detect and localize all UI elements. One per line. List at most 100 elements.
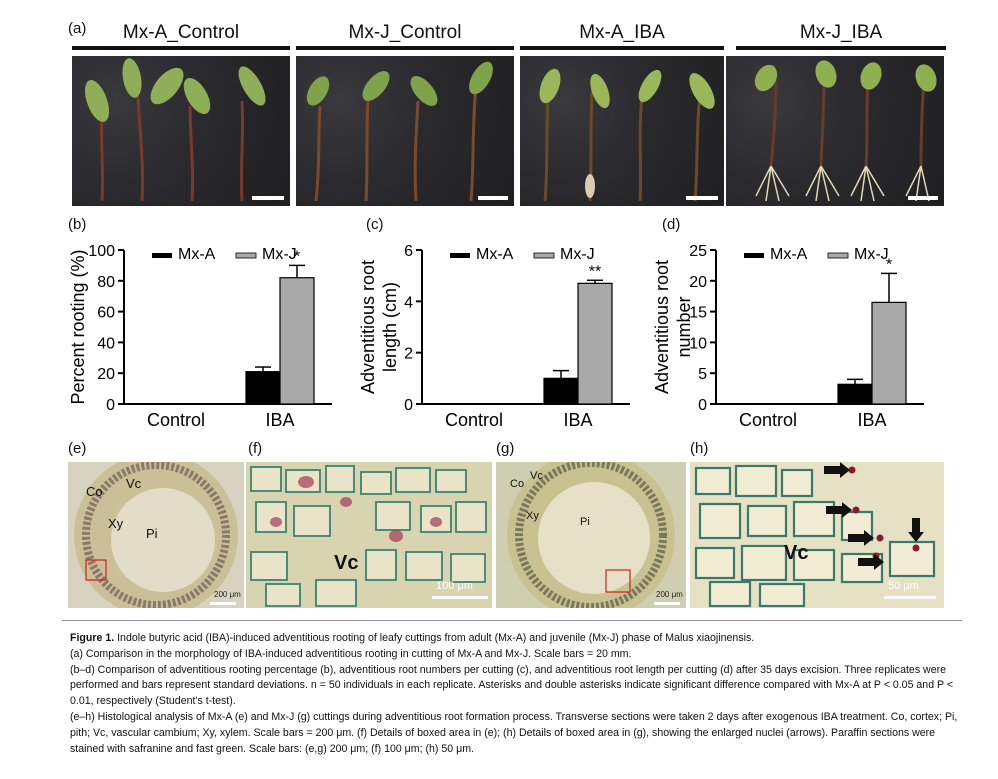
- y-axis-label: Adventitious root: [358, 260, 378, 394]
- caption-paragraph-a: (a) Comparison in the morphology of IBA-…: [70, 647, 632, 660]
- y-tick-label: 25: [689, 243, 707, 260]
- xylem-label: Xy: [108, 516, 124, 531]
- vascular-cambium-label: Vc: [530, 470, 543, 482]
- scale-bar: [432, 596, 488, 599]
- pith-label: Pi: [146, 526, 158, 541]
- scale-bar-label: 200 μm: [656, 590, 683, 599]
- column-rule: [736, 46, 946, 50]
- column-rule: [72, 46, 290, 50]
- chart-d: 0 5 10 15 20 25 Adventitious root number Control…: [652, 243, 924, 430]
- caption-paragraph-e-h: (e–h) Histological analysis of Mx-A (e) …: [70, 710, 958, 755]
- legend-label: Mx-J: [262, 246, 297, 263]
- bar: [837, 383, 873, 405]
- scale-bar: [654, 602, 680, 605]
- y-tick-label: 15: [689, 305, 707, 322]
- scale-bar: [884, 596, 936, 599]
- legend-label: Mx-J: [854, 246, 889, 263]
- y-tick-label: 60: [97, 305, 115, 322]
- y-tick-label: 100: [88, 243, 115, 260]
- legend-label: Mx-A: [178, 246, 216, 263]
- column-title-mx-j-control: Mx-J_Control: [348, 22, 462, 43]
- cutting-photo-mx-a-iba: [520, 56, 724, 206]
- y-tick-label: 4: [404, 294, 413, 311]
- pith-label: Pi: [580, 516, 590, 528]
- y-tick-label: 0: [698, 397, 707, 414]
- y-tick-label: 20: [689, 274, 707, 291]
- histology-detail-h: Vc 50 μm: [690, 462, 944, 608]
- significance-marker: *: [886, 256, 892, 273]
- legend-swatch: [744, 253, 764, 258]
- significance-marker: **: [589, 263, 601, 280]
- panel-a-label: (a): [68, 20, 87, 37]
- bar: [577, 282, 613, 405]
- panel-g-label: (g): [496, 440, 515, 457]
- significance-marker: *: [294, 248, 300, 265]
- histology-section-e: Co Vc Xy Pi 200 μm: [68, 462, 244, 608]
- bar: [245, 371, 281, 405]
- x-tick-label: Control: [739, 410, 797, 430]
- bar: [543, 377, 579, 405]
- chart-c: 0 2 4 6 Adventitious root length (cm) Control I…: [358, 243, 630, 430]
- column-title-mx-j-iba: Mx-J_IBA: [799, 22, 883, 43]
- x-tick-label: IBA: [265, 410, 294, 430]
- scale-bar: [908, 196, 938, 200]
- vascular-cambium-label: Vc: [126, 476, 142, 491]
- column-rule: [520, 46, 724, 50]
- y-tick-label: 10: [689, 335, 707, 352]
- legend-label: Mx-A: [770, 246, 808, 263]
- y-tick-label: 0: [404, 397, 413, 414]
- y-tick-label: 0: [106, 397, 115, 414]
- bar: [279, 277, 315, 405]
- panel-d-label: (d): [662, 216, 681, 233]
- vascular-cambium-label: Vc: [784, 542, 809, 564]
- scale-bar-label: 200 μm: [214, 590, 241, 599]
- y-axis-label: Percent rooting (%): [68, 249, 88, 404]
- legend-swatch: [533, 252, 555, 259]
- histology-detail-f: Vc 100 μm: [246, 462, 492, 608]
- vascular-cambium-label: Vc: [334, 552, 359, 574]
- figure-caption: Figure 1. Indole butyric acid (IBA)-indu…: [70, 631, 960, 757]
- legend-label: Mx-J: [560, 246, 595, 263]
- legend-label: Mx-A: [476, 246, 514, 263]
- bar: [871, 301, 907, 405]
- caption-rule: [62, 620, 962, 621]
- y-axis-label: Adventitious root: [652, 260, 672, 394]
- y-tick-label: 80: [97, 274, 115, 291]
- column-title-mx-a-control: Mx-A_Control: [122, 22, 240, 43]
- scale-bar: [252, 196, 284, 200]
- y-tick-label: 20: [97, 366, 115, 383]
- scale-bar: [478, 196, 508, 200]
- x-tick-label: IBA: [857, 410, 886, 430]
- legend-swatch: [235, 252, 257, 259]
- y-tick-label: 6: [404, 243, 413, 260]
- panel-e-label: (e): [68, 440, 87, 457]
- legend-swatch: [450, 253, 470, 258]
- scale-bar-label: 50 μm: [888, 580, 919, 592]
- legend-swatch: [152, 253, 172, 258]
- panel-h-label: (h): [690, 440, 709, 457]
- column-rule: [296, 46, 514, 50]
- cortex-label: Co: [510, 478, 525, 490]
- caption-paragraph-b-d: (b–d) Comparison of adventitious rooting…: [70, 663, 954, 708]
- y-axis-label: number: [674, 296, 694, 357]
- cutting-photo-mx-j-iba: [726, 56, 944, 206]
- cortex-label: Co: [86, 484, 103, 499]
- cutting-photo-mx-a-control: [72, 56, 290, 206]
- x-tick-label: Control: [445, 410, 503, 430]
- y-tick-label: 5: [698, 366, 707, 383]
- histology-section-g: Co Vc Xy Pi 200 μm: [496, 462, 686, 608]
- y-tick-label: 2: [404, 346, 413, 363]
- figure-title: Indole butyric acid (IBA)-induced advent…: [117, 632, 755, 644]
- y-axis-label: length (cm): [380, 282, 400, 372]
- column-title-mx-a-iba: Mx-A_IBA: [579, 22, 665, 43]
- y-tick-label: 40: [97, 335, 115, 352]
- figure-label: Figure 1.: [70, 632, 115, 644]
- panel-f-label: (f): [248, 440, 263, 457]
- legend-swatch: [827, 252, 849, 259]
- panel-c-label: (c): [366, 216, 384, 233]
- scale-bar: [686, 196, 718, 200]
- scale-bar-label: 100 μm: [436, 580, 473, 592]
- x-tick-label: IBA: [563, 410, 592, 430]
- scale-bar: [210, 602, 236, 605]
